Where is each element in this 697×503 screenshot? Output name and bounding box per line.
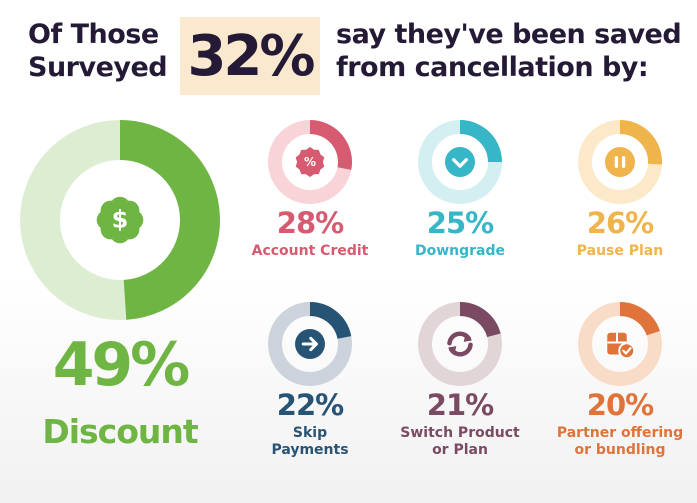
stat-percent: 20% (586, 388, 654, 422)
svg-text:$: $ (112, 206, 129, 234)
donut-arc-1 (309, 120, 352, 170)
donut-arc-5 (459, 302, 501, 338)
header-percent: 32% (187, 23, 315, 89)
stat-label-line: Account Credit (251, 243, 369, 259)
donut-chart-6 (578, 302, 662, 386)
stat-label-line: Downgrade (414, 243, 506, 259)
pause-icon (605, 147, 635, 177)
donut-chart-1: % (268, 120, 352, 204)
discount-percent: 49% (52, 330, 191, 400)
stat-percent: 22% (276, 388, 344, 422)
discount-label: Discount (42, 412, 198, 451)
donut-chart-3 (578, 120, 662, 204)
box-check-icon (607, 332, 636, 360)
donut-arc-0 (119, 120, 220, 320)
donut-chart-5 (418, 302, 502, 386)
stat-label: Switch Product or Plan (385, 425, 535, 459)
donut-chart-2 (418, 120, 502, 204)
refresh-icon (447, 331, 473, 357)
stat-label: Downgrade (385, 243, 535, 260)
stat-label-line: Skip (292, 425, 328, 441)
stat-label: Pause Plan (545, 243, 695, 260)
dollar-badge-icon: $ (96, 196, 144, 244)
chevron-down-icon (445, 147, 475, 177)
stat-label-line: or Plan (432, 442, 488, 458)
svg-text:%: % (304, 155, 316, 169)
stat-label-line: Pause Plan (576, 243, 664, 259)
header-right: say they've been saved from cancellation… (336, 18, 682, 84)
donut-arc-4 (309, 302, 352, 340)
stat-percent: 25% (426, 206, 494, 240)
percent-badge-icon: % (295, 147, 325, 177)
stat-label: Account Credit (235, 243, 385, 260)
header-right-line-1: say they've been saved (336, 19, 682, 50)
donut-arc-6 (619, 302, 660, 336)
stat-label-line: Switch Product (400, 425, 520, 441)
stat-label: Skip Payments (235, 425, 385, 459)
stat-label-line: Partner offering (556, 425, 684, 441)
header-percent-highlight (180, 17, 320, 95)
donut-arc-3 (619, 120, 662, 165)
stat-label-line: or bundling (574, 442, 666, 458)
stat-percent: 26% (586, 206, 654, 240)
donut-arc-2 (459, 120, 502, 163)
arrow-right-icon (295, 329, 325, 359)
stat-label-line: Payments (271, 442, 349, 458)
donut-chart-4 (268, 302, 352, 386)
header-right-line-2: from cancellation by: (336, 52, 649, 83)
header-line-2: Surveyed (28, 52, 168, 83)
stat-label: Partner offering or bundling (545, 425, 695, 459)
discount-donut-chart: $ (20, 120, 220, 320)
header-line-1: Of Those (28, 19, 159, 50)
stat-percent: 21% (426, 388, 494, 422)
stat-percent: 28% (276, 206, 344, 240)
header-left: Of Those Surveyed (28, 18, 168, 84)
